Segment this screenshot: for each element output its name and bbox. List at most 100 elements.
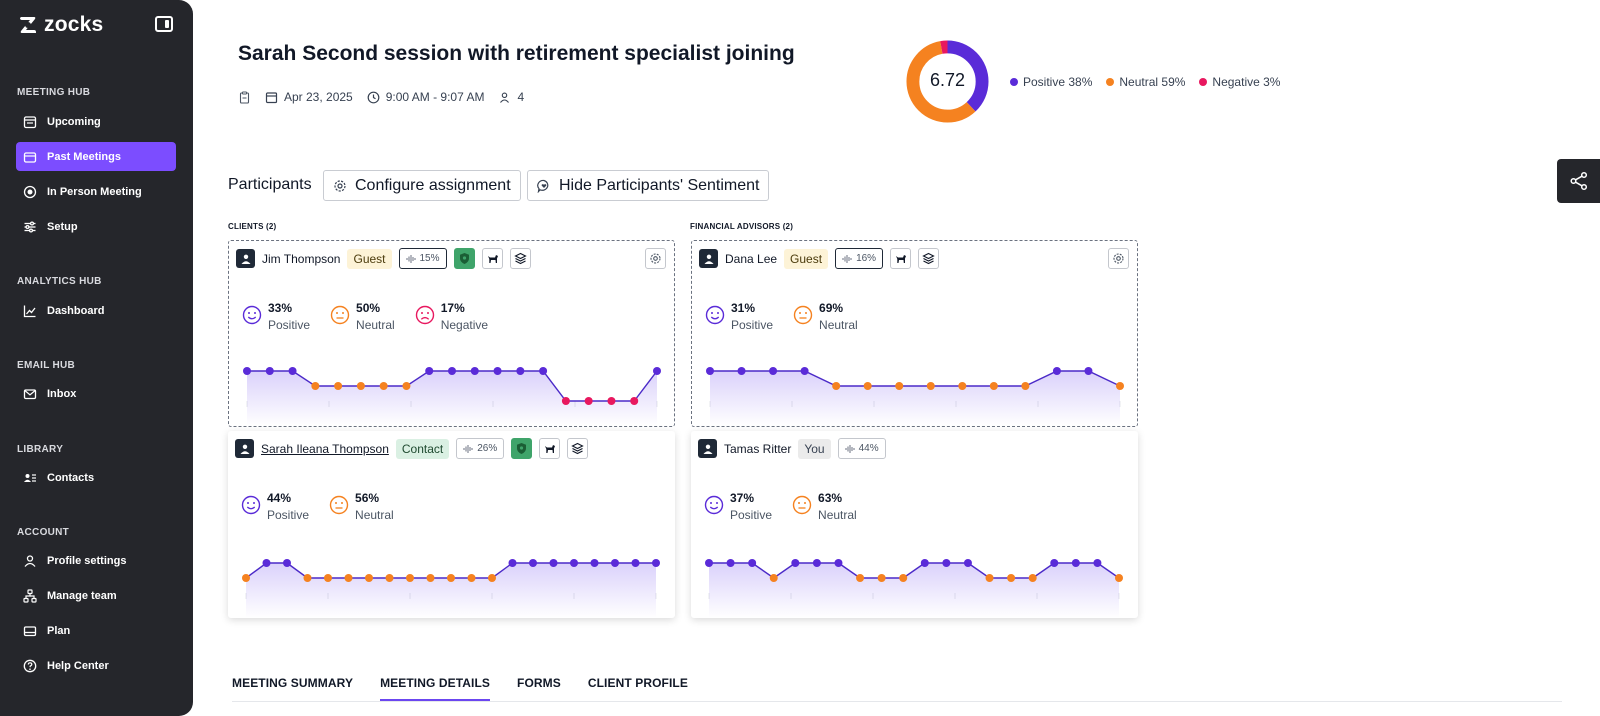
dog-button[interactable] — [890, 248, 912, 269]
timeline-point[interactable] — [529, 559, 537, 567]
timeline-point[interactable] — [942, 559, 951, 567]
nav-plan[interactable]: Plan — [16, 616, 176, 645]
tab-client-profile[interactable]: CLIENT PROFILE — [587, 676, 688, 690]
timeline-point[interactable] — [406, 574, 414, 582]
timeline-point[interactable] — [448, 367, 456, 375]
timeline-point[interactable] — [539, 367, 548, 375]
dog-button[interactable] — [539, 438, 561, 459]
timeline-point[interactable] — [402, 382, 411, 390]
timeline-point[interactable] — [653, 367, 661, 375]
timeline-point[interactable] — [311, 382, 320, 390]
timeline-point[interactable] — [705, 559, 713, 567]
nav-profile-settings[interactable]: Profile settings — [16, 546, 176, 575]
timeline-point[interactable] — [958, 382, 967, 390]
participant-card-sarah-ileana-thompson[interactable]: Sarah Ileana Thompson Contact 26% 44% Pos… — [228, 431, 675, 618]
timeline-point[interactable] — [242, 574, 250, 582]
timeline-point[interactable] — [706, 367, 714, 375]
timeline-point[interactable] — [895, 382, 904, 390]
share-button[interactable] — [1557, 159, 1600, 203]
timeline-point[interactable] — [265, 367, 274, 375]
clipboard-icon[interactable] — [238, 91, 251, 104]
dog-button[interactable] — [481, 248, 503, 269]
timeline-point[interactable] — [1115, 574, 1123, 582]
timeline-point[interactable] — [1050, 559, 1059, 567]
timeline-point[interactable] — [791, 559, 800, 567]
timeline-point[interactable] — [356, 382, 365, 390]
role-badge[interactable]: Guest — [347, 248, 392, 269]
timeline-point[interactable] — [467, 574, 476, 582]
nav-setup[interactable]: Setup — [16, 212, 176, 241]
timeline-point[interactable] — [611, 559, 619, 567]
timeline-point[interactable] — [920, 559, 929, 567]
timeline-point[interactable] — [1084, 367, 1093, 375]
participant-name-link[interactable]: Sarah Ileana Thompson — [261, 441, 389, 456]
timeline-point[interactable] — [769, 367, 778, 375]
nav-inbox[interactable]: Inbox — [16, 379, 176, 408]
timeline-point[interactable] — [570, 559, 578, 567]
timeline-point[interactable] — [365, 574, 373, 582]
talk-time-badge[interactable]: 16% — [835, 248, 884, 269]
timeline-point[interactable] — [630, 397, 639, 405]
nav-manage-team[interactable]: Manage team — [16, 581, 176, 610]
timeline-point[interactable] — [926, 382, 935, 390]
timeline-point[interactable] — [426, 574, 435, 582]
timeline-point[interactable] — [832, 382, 841, 390]
timeline-point[interactable] — [1071, 559, 1080, 567]
participant-card-dana-lee[interactable]: Dana Lee Guest 16% 31% Positive 69% Neutra… — [691, 240, 1138, 427]
timeline-point[interactable] — [288, 367, 297, 375]
nav-help-center[interactable]: Help Center — [16, 651, 176, 680]
layers-button[interactable] — [509, 248, 531, 269]
participant-card-jim-thompson[interactable]: Jim Thompson Guest 15% 33% Positive 50% Ne… — [228, 240, 675, 427]
timeline-point[interactable] — [607, 397, 616, 405]
timeline-point[interactable] — [470, 367, 479, 375]
configure-assignment-button[interactable]: Configure assignment — [323, 170, 521, 201]
timeline-point[interactable] — [989, 382, 998, 390]
timeline-point[interactable] — [508, 559, 517, 567]
nav-contacts[interactable]: Contacts — [16, 463, 176, 492]
role-badge[interactable]: Contact — [395, 438, 450, 459]
tab-forms[interactable]: FORMS — [517, 676, 561, 690]
timeline-point[interactable] — [737, 367, 746, 375]
nav-upcoming[interactable]: Upcoming — [16, 107, 176, 136]
timeline-point[interactable] — [344, 574, 353, 582]
timeline-point[interactable] — [800, 367, 809, 375]
sidebar-collapse-icon[interactable] — [155, 16, 173, 32]
timeline-point[interactable] — [963, 559, 972, 567]
timeline-point[interactable] — [379, 382, 388, 390]
timeline-point[interactable] — [447, 574, 455, 582]
tab-meeting-summary[interactable]: MEETING SUMMARY — [232, 676, 354, 690]
timeline-point[interactable] — [1093, 559, 1102, 567]
timeline-point[interactable] — [1052, 367, 1061, 375]
timeline-point[interactable] — [324, 574, 332, 582]
card-settings-button[interactable] — [1108, 248, 1129, 269]
timeline-point[interactable] — [899, 574, 908, 582]
timeline-point[interactable] — [877, 574, 886, 582]
layers-button[interactable] — [567, 438, 589, 459]
participant-card-tamas-ritter[interactable]: Tamas Ritter You 44% 37% Positive 63% Neut… — [691, 431, 1138, 618]
timeline-point[interactable] — [834, 559, 843, 567]
timeline-point[interactable] — [1007, 574, 1016, 582]
timeline-point[interactable] — [1028, 574, 1037, 582]
timeline-point[interactable] — [769, 574, 778, 582]
timeline-point[interactable] — [243, 367, 251, 375]
timeline-point[interactable] — [748, 559, 757, 567]
timeline-point[interactable] — [812, 559, 821, 567]
shield-button[interactable] — [453, 248, 475, 269]
nav-in-person-meeting[interactable]: In Person Meeting — [16, 177, 176, 206]
timeline-point[interactable] — [863, 382, 872, 390]
timeline-point[interactable] — [385, 574, 394, 582]
timeline-point[interactable] — [856, 574, 865, 582]
timeline-point[interactable] — [262, 559, 271, 567]
timeline-point[interactable] — [631, 559, 640, 567]
timeline-point[interactable] — [493, 367, 502, 375]
timeline-point[interactable] — [516, 367, 525, 375]
talk-time-badge[interactable]: 44% — [837, 438, 886, 459]
layers-button[interactable] — [918, 248, 940, 269]
talk-time-badge[interactable]: 15% — [398, 248, 447, 269]
timeline-point[interactable] — [1116, 382, 1124, 390]
hide-sentiment-button[interactable]: Hide Participants' Sentiment — [527, 170, 770, 201]
timeline-point[interactable] — [334, 382, 343, 390]
timeline-point[interactable] — [549, 559, 558, 567]
shield-button[interactable] — [511, 438, 533, 459]
timeline-point[interactable] — [726, 559, 735, 567]
